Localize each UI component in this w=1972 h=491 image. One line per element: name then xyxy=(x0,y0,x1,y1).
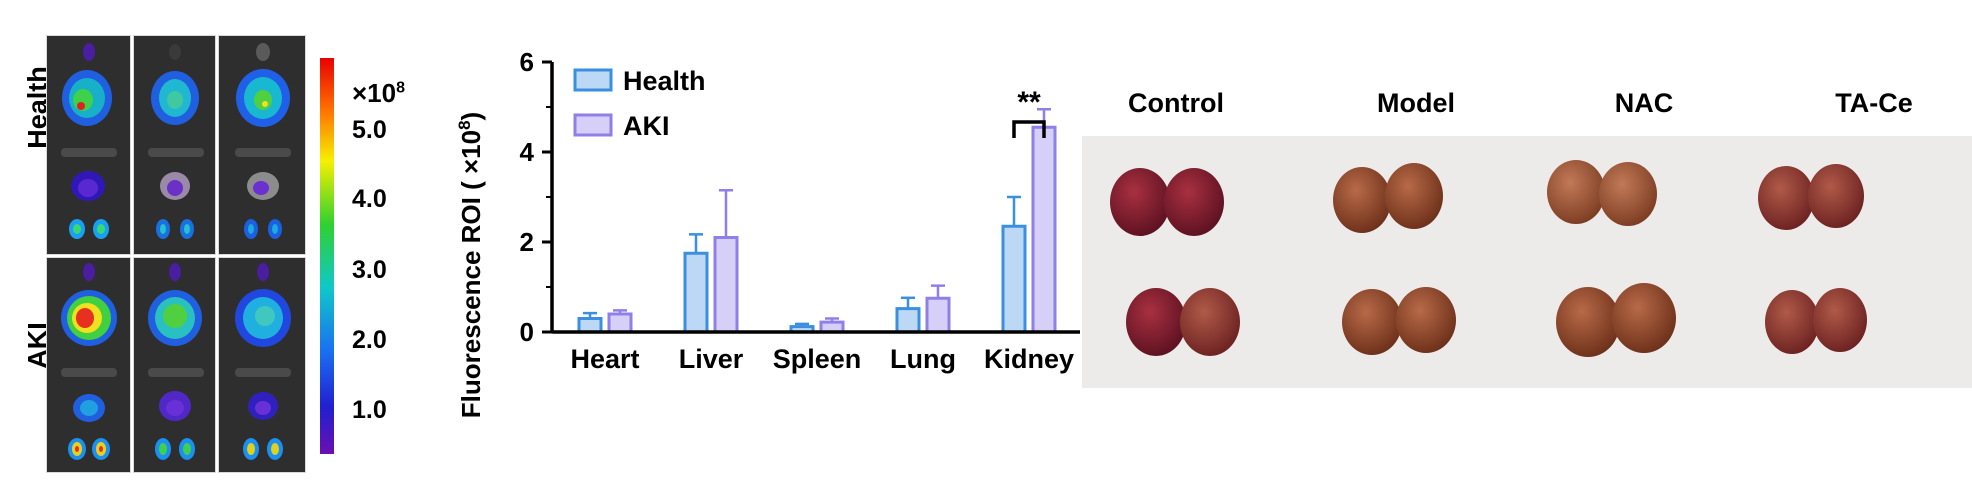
imaging-tile-aki-2 xyxy=(133,257,216,473)
significance-label: ** xyxy=(1017,86,1041,119)
kidney-pair-model-bottom xyxy=(1342,287,1456,355)
organ-image xyxy=(61,43,117,239)
group-label-ta-ce: TA-Ce xyxy=(1835,88,1913,118)
y-tick-label: 0 xyxy=(520,317,534,347)
bar-health-kidney xyxy=(1001,224,1027,334)
imaging-grid xyxy=(46,35,306,473)
bar-aki-heart xyxy=(607,312,633,334)
group-label-model: Model xyxy=(1377,88,1455,118)
x-tick-label: Lung xyxy=(890,344,956,374)
imaging-tile-health-1 xyxy=(46,35,131,255)
colorbar-tick: 5.0 xyxy=(352,116,387,144)
colorbar-tick: 1.0 xyxy=(352,396,387,424)
legend-label-health: Health xyxy=(623,66,706,96)
kidney-pair-ta-ce-bottom xyxy=(1765,288,1867,354)
bar-aki-kidney xyxy=(1031,125,1057,334)
imaging-tile-health-3 xyxy=(218,35,306,255)
organ-image xyxy=(148,44,204,239)
y-tick-label: 2 xyxy=(520,227,534,257)
colorbar-tick: 2.0 xyxy=(352,326,387,354)
kidney-pair-model-top xyxy=(1333,163,1443,233)
color-scale-bar xyxy=(320,58,334,454)
y-tick-label: 4 xyxy=(520,137,535,167)
x-tick-label: Spleen xyxy=(773,344,862,374)
organ-image xyxy=(235,43,291,239)
bar-health-heart xyxy=(577,317,603,334)
organ-image xyxy=(148,263,204,460)
kidney-pair-nac-top xyxy=(1547,160,1657,226)
colorbar-multiplier: ×108 xyxy=(352,78,406,108)
bar-health-lung xyxy=(895,307,921,334)
bar-aki-lung xyxy=(925,296,951,334)
organ-image xyxy=(235,263,291,460)
group-label-nac: NAC xyxy=(1614,88,1674,118)
group-label-control: Control xyxy=(1128,88,1224,118)
kidney-photo xyxy=(1082,136,1972,388)
imaging-tile-aki-1 xyxy=(46,257,131,473)
legend-swatch-aki xyxy=(573,113,613,137)
x-tick-label: Kidney xyxy=(984,344,1074,374)
x-tick-label: Liver xyxy=(679,344,744,374)
kidney-pair-control-top xyxy=(1110,168,1224,236)
fluorescence-bar-chart: 0 2 4 6 Heart Liver Spleen Lung Kidney Health AKI… xyxy=(455,47,1080,418)
legend-swatch-health xyxy=(573,68,613,92)
y-tick-label: 6 xyxy=(520,47,534,77)
bar-aki-liver xyxy=(713,236,739,334)
kidney-pair-nac-bottom xyxy=(1556,283,1676,357)
organ-image xyxy=(61,263,117,460)
legend-label-aki: AKI xyxy=(623,111,670,141)
imaging-tile-aki-3 xyxy=(218,257,306,473)
significance-bracket xyxy=(1012,120,1046,138)
imaging-tile-health-2 xyxy=(133,35,216,255)
kidney-pair-control-bottom xyxy=(1126,288,1240,356)
y-axis-label: Fluorescence ROI ( ×108) xyxy=(455,112,486,418)
kidney-pair-ta-ce-top xyxy=(1758,164,1864,230)
colorbar-tick: 3.0 xyxy=(352,256,387,284)
colorbar-tick: 4.0 xyxy=(352,185,387,213)
bar-health-liver xyxy=(683,251,709,334)
x-tick-label: Heart xyxy=(570,344,639,374)
